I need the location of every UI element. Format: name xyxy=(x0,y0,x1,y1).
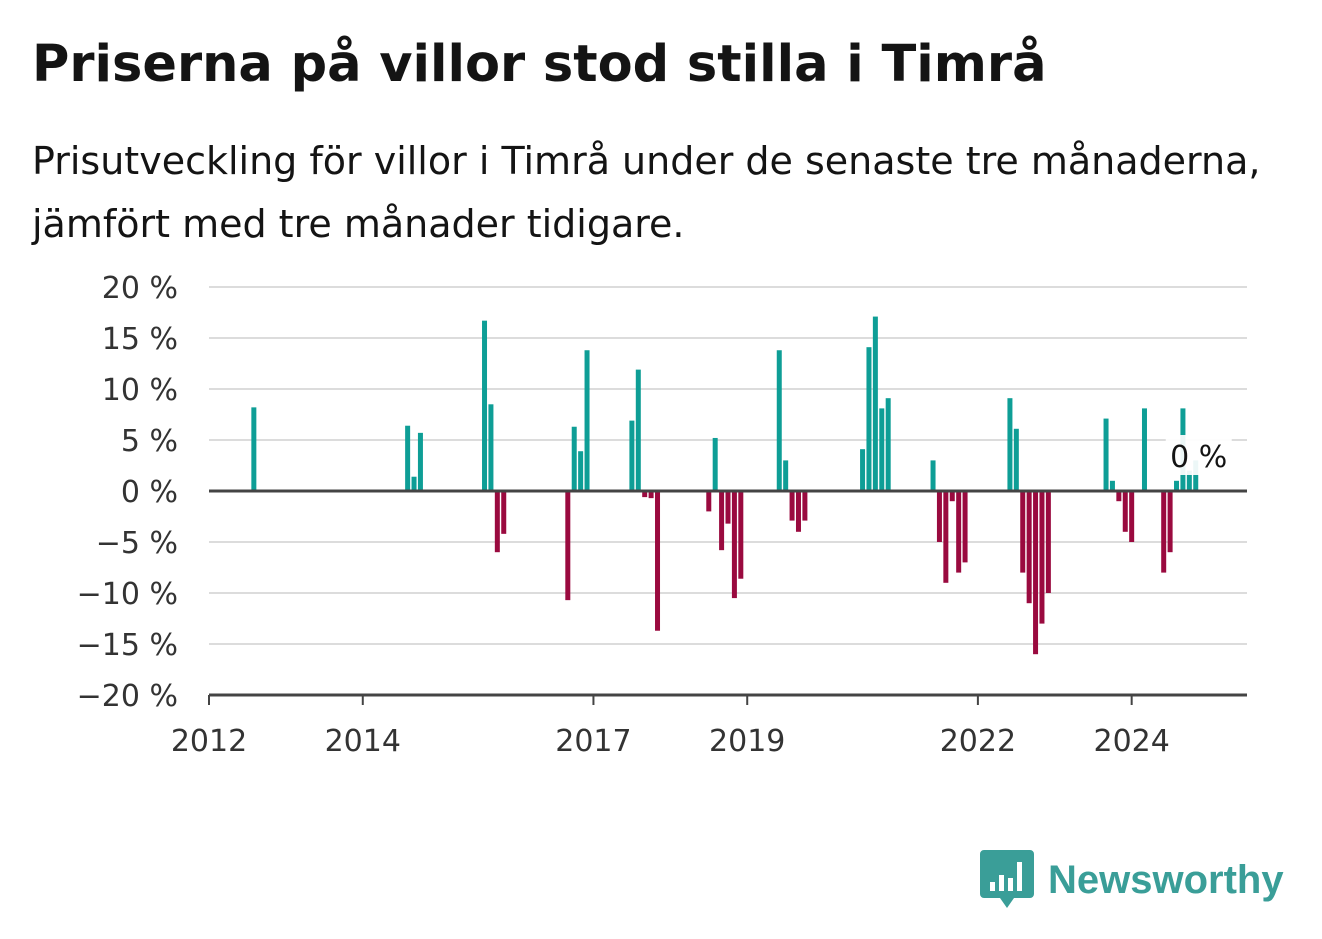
bar xyxy=(962,491,968,563)
bar xyxy=(642,491,648,498)
y-tick-label: −10 % xyxy=(77,577,178,612)
bar xyxy=(411,476,417,491)
bar xyxy=(872,316,878,491)
bar xyxy=(795,491,801,532)
newsworthy-logo: Newsworthy xyxy=(980,850,1284,910)
bar xyxy=(776,350,782,491)
bar xyxy=(565,491,571,601)
bar xyxy=(1026,491,1032,604)
y-tick-label: 10 % xyxy=(102,373,178,408)
bar xyxy=(949,491,955,502)
last-value-label: 0 % xyxy=(1170,440,1227,475)
y-tick-label: −20 % xyxy=(77,679,178,714)
bar xyxy=(789,491,795,521)
bar xyxy=(1039,491,1045,624)
bar xyxy=(1033,491,1039,655)
bar xyxy=(1116,491,1122,502)
y-tick-label: 15 % xyxy=(102,322,178,357)
bar xyxy=(501,491,507,534)
bar xyxy=(1141,408,1147,491)
chart-subtitle: Prisutveckling för villor i Timrå under … xyxy=(32,139,1261,246)
y-tick-label: 0 % xyxy=(121,475,178,510)
bar xyxy=(783,460,789,491)
bar xyxy=(1007,398,1013,491)
bar xyxy=(251,407,257,491)
bar xyxy=(488,404,494,491)
bar xyxy=(1013,428,1019,491)
bar xyxy=(936,491,942,542)
bar xyxy=(1186,470,1192,491)
bar xyxy=(405,425,411,491)
bar xyxy=(1109,480,1115,491)
bar xyxy=(482,320,488,491)
bar xyxy=(706,491,712,512)
bar xyxy=(648,491,654,499)
grid-lines xyxy=(209,286,1247,645)
bar xyxy=(1020,491,1026,573)
x-axis-labels: 2012 2014 2017 2019 2022 2024 xyxy=(171,695,1170,759)
bar xyxy=(571,426,577,491)
x-tick-label: 2024 xyxy=(1093,724,1169,759)
y-axis-labels: 20 % 15 % 10 % 5 % 0 % −5 % −10 % −15 % −20 % xyxy=(77,271,178,714)
bar xyxy=(885,398,891,491)
bar xyxy=(956,491,962,573)
bar xyxy=(1129,491,1135,542)
bar xyxy=(879,408,885,491)
bar xyxy=(578,451,584,491)
bar xyxy=(1167,491,1173,553)
bar xyxy=(731,491,737,599)
bar xyxy=(725,491,731,524)
bar xyxy=(943,491,949,583)
bar xyxy=(1161,491,1167,573)
bar xyxy=(494,491,500,553)
bar xyxy=(584,350,590,491)
y-tick-label: −15 % xyxy=(77,628,178,663)
x-tick-label: 2012 xyxy=(171,724,247,759)
bar xyxy=(866,347,872,491)
bar xyxy=(719,491,725,551)
bar xyxy=(655,491,661,631)
x-tick-label: 2022 xyxy=(940,724,1016,759)
bar-chart: 20 % 15 % 10 % 5 % 0 % −5 % −10 % −15 % −20 % 20… xyxy=(77,271,1247,759)
bar xyxy=(1193,460,1199,491)
bar xyxy=(802,491,808,521)
bar xyxy=(1122,491,1128,532)
y-tick-label: −5 % xyxy=(96,526,178,561)
bar xyxy=(1045,491,1051,593)
brand-name: Newsworthy xyxy=(1048,858,1284,902)
y-tick-label: 5 % xyxy=(121,424,178,459)
bar xyxy=(930,460,936,491)
x-tick-label: 2014 xyxy=(325,724,401,759)
axes xyxy=(209,489,1247,697)
x-tick-label: 2019 xyxy=(709,724,785,759)
x-tick-label: 2017 xyxy=(555,724,631,759)
annotations: 0 % xyxy=(1165,435,1232,475)
bar xyxy=(738,491,744,579)
bar xyxy=(712,437,718,491)
bar xyxy=(860,449,866,491)
bar-chart-speech-bubble-icon xyxy=(980,850,1034,908)
y-tick-label: 20 % xyxy=(102,271,178,306)
bar xyxy=(629,420,635,491)
bar xyxy=(1103,418,1109,491)
bar xyxy=(1174,480,1180,491)
bar xyxy=(417,432,423,491)
last-value-label-bg xyxy=(1165,435,1232,475)
bars xyxy=(251,316,1199,655)
chart-title: Priserna på villor stod stilla i Timrå xyxy=(32,35,1047,94)
bar xyxy=(635,369,641,491)
